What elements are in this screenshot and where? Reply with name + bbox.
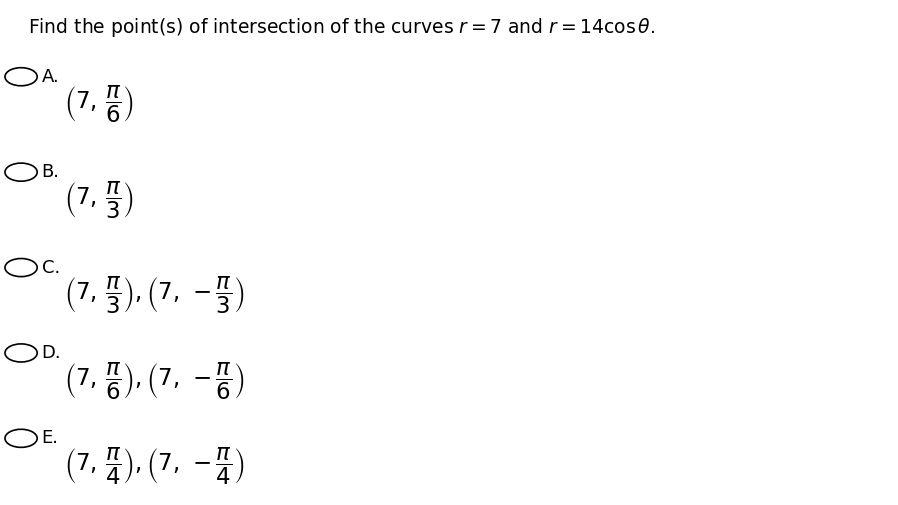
Text: $\left(7,\,\dfrac{\pi}{4}\right),\left(7,\,-\dfrac{\pi}{4}\right)$: $\left(7,\,\dfrac{\pi}{4}\right),\left(7… [64,446,244,487]
Text: $\left(7,\,\dfrac{\pi}{3}\right),\left(7,\,-\dfrac{\pi}{3}\right)$: $\left(7,\,\dfrac{\pi}{3}\right),\left(7… [64,275,244,316]
Text: D.: D. [41,344,61,362]
Text: C.: C. [41,259,60,277]
Circle shape [5,344,37,362]
Text: B.: B. [41,163,59,181]
Text: $\left(7,\,\dfrac{\pi}{6}\right),\left(7,\,-\dfrac{\pi}{6}\right)$: $\left(7,\,\dfrac{\pi}{6}\right),\left(7… [64,361,244,401]
Text: Find the point(s) of intersection of the curves $r = 7$ and $r = 14\cos\theta$.: Find the point(s) of intersection of the… [28,17,656,39]
Text: $\left(7,\,\dfrac{\pi}{3}\right)$: $\left(7,\,\dfrac{\pi}{3}\right)$ [64,180,134,221]
Circle shape [5,429,37,447]
Circle shape [5,163,37,181]
Circle shape [5,68,37,86]
Text: E.: E. [41,429,58,447]
Text: A.: A. [41,68,59,86]
Circle shape [5,259,37,277]
Text: $\left(7,\,\dfrac{\pi}{6}\right)$: $\left(7,\,\dfrac{\pi}{6}\right)$ [64,84,134,125]
